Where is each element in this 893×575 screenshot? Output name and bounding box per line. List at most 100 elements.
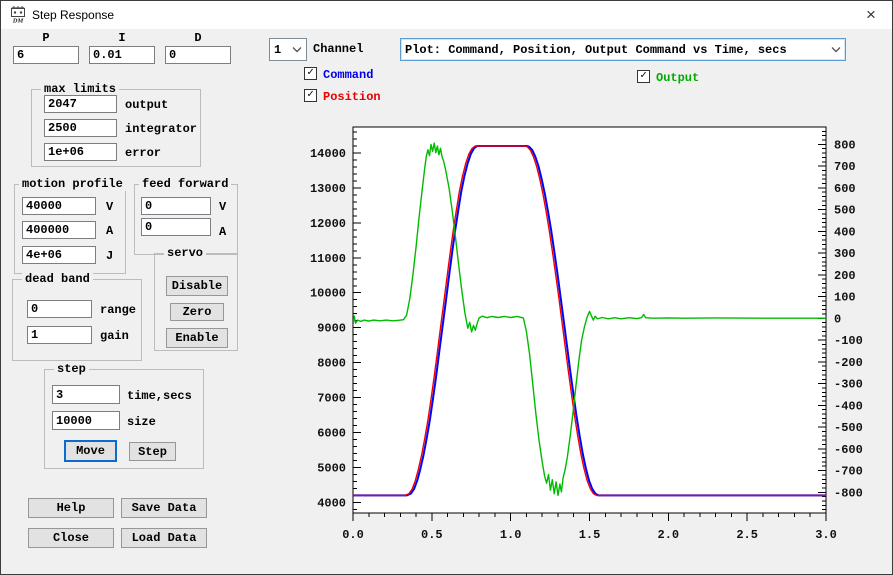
svg-text:-400: -400	[834, 399, 863, 413]
position-checkbox[interactable]: ✓	[304, 89, 317, 102]
channel-value: 1	[274, 42, 282, 57]
save-data-button[interactable]: Save Data	[121, 498, 207, 518]
checkmark-icon: ✓	[640, 70, 647, 82]
svg-text:-600: -600	[834, 443, 863, 457]
plot-select-value: Plot: Command, Position, Output Command …	[405, 42, 787, 57]
ff-v-input[interactable]	[141, 197, 211, 215]
svg-text:-300: -300	[834, 378, 863, 392]
output-checkbox[interactable]: ✓	[637, 70, 650, 83]
svg-text:700: 700	[834, 160, 856, 174]
plot-select[interactable]: Plot: Command, Position, Output Command …	[400, 38, 846, 61]
svg-text:-800: -800	[834, 486, 863, 500]
profile-a-input[interactable]	[22, 221, 96, 239]
svg-text:DM: DM	[12, 18, 24, 25]
profile-v-input[interactable]	[22, 197, 96, 215]
svg-text:1.5: 1.5	[579, 528, 601, 542]
feed-forward-title: feed forward	[139, 177, 232, 191]
deadband-range-input[interactable]	[27, 300, 92, 318]
profile-j-label: J	[106, 249, 114, 263]
max-limits-group: max limits output integrator error	[31, 82, 201, 167]
deadband-range-label: range	[100, 303, 137, 317]
motion-profile-group: motion profile V A J	[14, 177, 126, 274]
servo-title: servo	[164, 246, 207, 260]
svg-text:-100: -100	[834, 334, 863, 348]
max-error-input[interactable]	[44, 143, 117, 161]
max-output-input[interactable]	[44, 95, 117, 113]
motion-profile-title: motion profile	[19, 177, 126, 191]
window-title: Step Response	[32, 8, 115, 22]
step-time-input[interactable]	[52, 385, 120, 404]
checkmark-icon: ✓	[307, 89, 314, 101]
profile-v-label: V	[106, 200, 114, 214]
max-integrator-input[interactable]	[44, 119, 117, 137]
svg-text:-200: -200	[834, 356, 863, 370]
max-error-label: error	[125, 146, 162, 160]
svg-text:4000: 4000	[317, 496, 346, 510]
svg-text:0.0: 0.0	[342, 528, 364, 542]
i-label: I	[118, 31, 126, 45]
servo-disable-button[interactable]: Disable	[166, 276, 228, 296]
ff-a-input[interactable]	[141, 218, 211, 236]
d-label: D	[194, 31, 202, 45]
svg-text:1.0: 1.0	[500, 528, 522, 542]
svg-text:0.5: 0.5	[421, 528, 443, 542]
svg-text:9000: 9000	[317, 322, 346, 336]
i-input[interactable]	[89, 46, 155, 64]
feed-forward-group: feed forward V A	[134, 177, 238, 255]
channel-select[interactable]: 1	[269, 38, 307, 61]
close-icon[interactable]: ×	[866, 5, 876, 24]
svg-text:14000: 14000	[310, 147, 346, 161]
max-limits-title: max limits	[41, 82, 120, 96]
load-data-button[interactable]: Load Data	[121, 528, 207, 548]
svg-text:8000: 8000	[317, 357, 346, 371]
move-button[interactable]: Move	[64, 440, 117, 462]
step-title: step	[54, 362, 89, 376]
output-checkbox-label: Output	[656, 71, 700, 85]
profile-a-label: A	[106, 224, 114, 238]
svg-text:800: 800	[834, 138, 856, 152]
checkmark-icon: ✓	[307, 67, 314, 79]
title-bar: DM Step Response ×	[1, 1, 892, 29]
svg-text:2.0: 2.0	[658, 528, 680, 542]
svg-text:7000: 7000	[317, 392, 346, 406]
dead-band-group: dead band range gain	[12, 272, 142, 361]
servo-group: servo Disable Zero Enable	[154, 246, 238, 351]
position-checkbox-label: Position	[323, 90, 381, 104]
channel-label: Channel	[313, 42, 364, 56]
svg-text:-700: -700	[834, 465, 863, 479]
d-input[interactable]	[165, 46, 231, 64]
servo-zero-button[interactable]: Zero	[170, 303, 224, 321]
p-input[interactable]	[13, 46, 79, 64]
svg-text:6000: 6000	[317, 427, 346, 441]
profile-j-input[interactable]	[22, 246, 96, 264]
svg-text:200: 200	[834, 269, 856, 283]
max-output-label: output	[125, 98, 169, 112]
close-button[interactable]: Close	[28, 528, 114, 548]
command-checkbox[interactable]: ✓	[304, 67, 317, 80]
command-checkbox-label: Command	[323, 68, 374, 82]
deadband-gain-input[interactable]	[27, 326, 92, 344]
svg-text:100: 100	[834, 291, 856, 305]
app-icon: DM	[11, 6, 25, 25]
deadband-gain-label: gain	[100, 329, 129, 343]
svg-text:3.0: 3.0	[815, 528, 837, 542]
svg-text:-500: -500	[834, 421, 863, 435]
step-size-input[interactable]	[52, 411, 120, 430]
step-time-label: time,secs	[127, 389, 192, 403]
chevron-down-icon	[292, 47, 302, 53]
p-label: P	[42, 31, 50, 45]
help-button[interactable]: Help	[28, 498, 114, 518]
step-group: step time,secs size Move Step	[44, 362, 204, 469]
svg-text:300: 300	[834, 247, 856, 261]
servo-enable-button[interactable]: Enable	[166, 328, 228, 348]
svg-text:13000: 13000	[310, 182, 346, 196]
ff-a-label: A	[219, 225, 227, 239]
step-button[interactable]: Step	[129, 442, 176, 461]
svg-text:600: 600	[834, 182, 856, 196]
svg-text:10000: 10000	[310, 287, 346, 301]
svg-text:500: 500	[834, 204, 856, 218]
svg-text:11000: 11000	[310, 252, 346, 266]
step-size-label: size	[127, 415, 156, 429]
svg-text:0: 0	[834, 312, 841, 326]
